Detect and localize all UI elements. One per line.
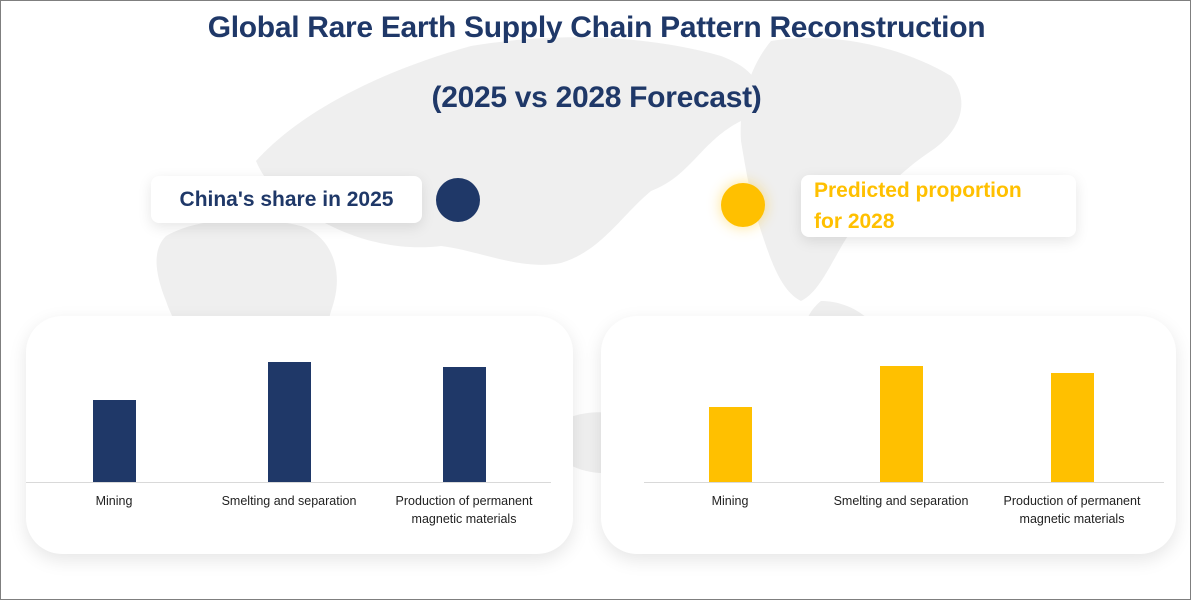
bar-smelting-2028 <box>880 366 923 482</box>
category-label-line2: magnetic materials <box>1019 512 1125 526</box>
bar-mining-2028 <box>709 407 752 482</box>
bar-magnet-production-2028 <box>1051 373 1094 482</box>
bar-smelting-2025 <box>268 362 311 482</box>
legend-2028-label-line2: for 2028 <box>814 210 895 233</box>
x-axis-line <box>26 482 551 483</box>
legend-2028-swatch-icon <box>721 183 765 227</box>
x-axis-line <box>644 482 1164 483</box>
category-label-magnet-production: Production of permanent magnetic materia… <box>374 492 554 528</box>
bar-chart-2028: Mining Smelting and separation Productio… <box>601 316 1176 554</box>
category-label-line1: Production of permanent <box>395 494 533 508</box>
legend-2025-swatch-icon <box>436 178 480 222</box>
category-label-line2: magnetic materials <box>411 512 517 526</box>
page-title: Global Rare Earth Supply Chain Pattern R… <box>207 11 986 44</box>
chart-card-2025: Mining Smelting and separation Productio… <box>26 316 573 554</box>
legend-2028-label-line1: Predicted proportion <box>814 179 1022 202</box>
category-label-line1: Production of permanent <box>1003 494 1141 508</box>
category-label-mining: Mining <box>711 494 749 508</box>
legend-2025-label-box: China's share in 2025 <box>151 176 422 223</box>
bar-mining-2025 <box>93 400 136 482</box>
chart-card-2028: Mining Smelting and separation Productio… <box>601 316 1176 554</box>
legend-2025-label: China's share in 2025 <box>179 187 394 211</box>
category-label-smelting: Smelting and separation <box>221 494 357 508</box>
bar-chart-2025: Mining Smelting and separation Productio… <box>26 316 573 554</box>
category-label-mining: Mining <box>95 494 133 508</box>
category-label-smelting: Smelting and separation <box>833 494 969 508</box>
bar-magnet-production-2025 <box>443 367 486 482</box>
page-subtitle: (2025 vs 2028 Forecast) <box>431 81 762 114</box>
category-label-magnet-production: Production of permanent magnetic materia… <box>982 492 1162 528</box>
legend-2028-label-box: Predicted proportion for 2028 <box>801 175 1076 237</box>
